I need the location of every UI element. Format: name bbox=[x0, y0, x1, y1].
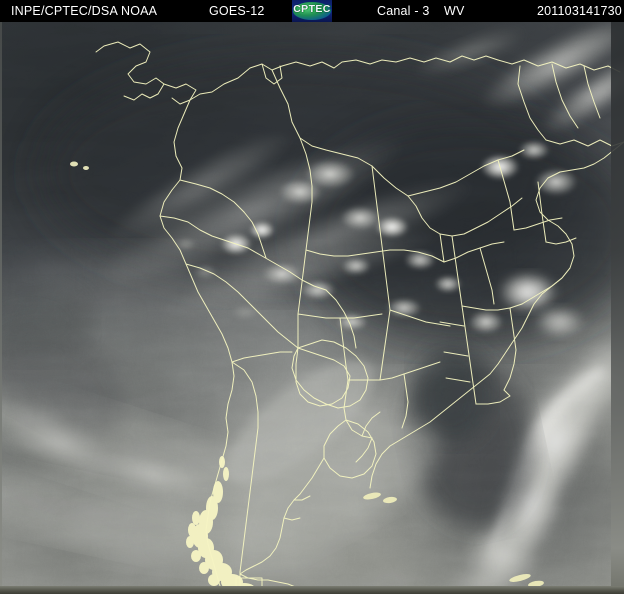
image-header-bar: INPE/CPTEC/DSA NOAA GOES-12 CPTEC Canal … bbox=[0, 0, 624, 22]
header-product-label: WV bbox=[444, 4, 465, 18]
header-timestamp-label: 201103141730 bbox=[537, 4, 622, 18]
header-channel-label: Canal - 3 bbox=[377, 4, 430, 18]
frame-edge-right bbox=[611, 22, 624, 594]
header-source-label: INPE/CPTEC/DSA bbox=[11, 4, 118, 18]
cptec-logo: CPTEC bbox=[292, 0, 332, 22]
cptec-logo-ellipse-icon bbox=[293, 2, 331, 20]
satellite-imagery bbox=[0, 22, 624, 594]
header-agency-label: NOAA bbox=[121, 4, 158, 18]
header-satellite-label: GOES-12 bbox=[209, 4, 265, 18]
cptec-logo-text: CPTEC bbox=[293, 3, 331, 15]
frame-edge-left bbox=[0, 22, 2, 594]
frame-edge-bottom bbox=[0, 586, 624, 594]
satellite-image-canvas bbox=[0, 22, 624, 594]
